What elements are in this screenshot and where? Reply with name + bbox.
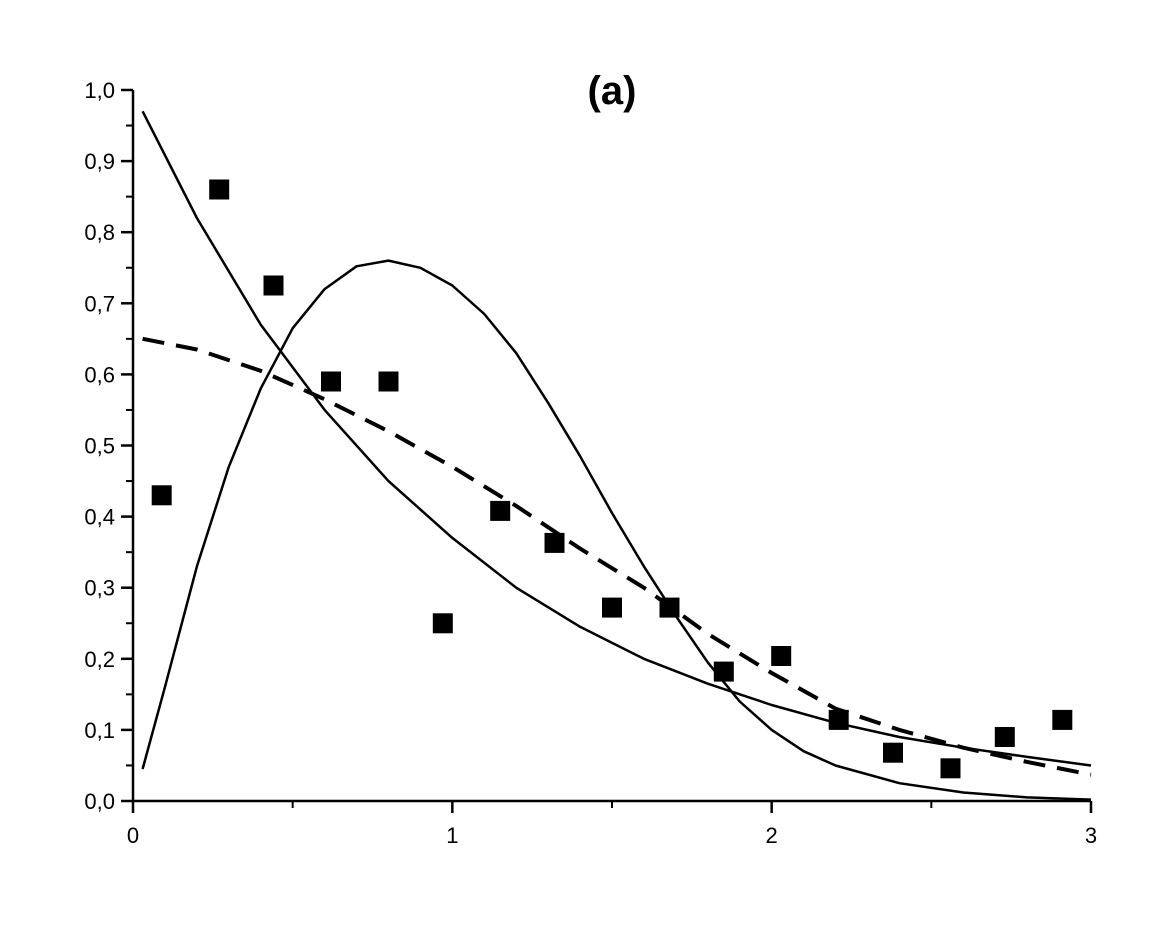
y-tick-label: 0,9 [84, 149, 115, 174]
axes-layer: 0,0 0,1 0,2 0,3 0,4 0,5 0,6 0,7 0,8 0,9 1,0 0 1 2 3 [84, 78, 1097, 848]
data-point-square [209, 179, 230, 200]
data-point-square [432, 613, 453, 634]
y-tick-label: 0,5 [84, 434, 115, 459]
data-point-square [151, 485, 172, 506]
y-tick-label: 0,7 [84, 291, 115, 316]
data-point-square [321, 371, 341, 392]
y-tick-label: 0,6 [84, 362, 115, 387]
y-tick-label: 0,0 [84, 789, 115, 814]
data-point-square [378, 371, 399, 392]
x-tick-label: 3 [1085, 823, 1097, 848]
y-tick-label: 0,4 [84, 505, 115, 530]
data-point-square [883, 742, 903, 763]
data-point-square [544, 532, 565, 553]
y-tick-label: 1,0 [84, 78, 115, 103]
data-point-square [994, 727, 1015, 747]
series-layer [141, 110, 1092, 801]
data-point-square [940, 758, 961, 779]
data-point-square [263, 275, 284, 296]
y-tick-label: 0,8 [84, 220, 115, 245]
data-point-square [1052, 709, 1073, 730]
y-tick-label: 0,3 [84, 576, 115, 601]
y-tick-label: 0,2 [84, 647, 115, 672]
data-point-square [602, 597, 622, 618]
data-point-square [490, 500, 511, 521]
dashed-fit-curve [142, 336, 1092, 777]
x-tick-label: 2 [766, 823, 778, 848]
y-tick-label: 0,1 [84, 718, 115, 743]
data-point-square [771, 646, 792, 666]
x-tick-label: 0 [127, 823, 139, 848]
chart-title: (a) [588, 69, 637, 113]
solid-fit-curve-2 [141, 259, 1092, 801]
solid-fit-curve-1 [141, 110, 1092, 767]
x-tick-label: 1 [446, 823, 458, 848]
